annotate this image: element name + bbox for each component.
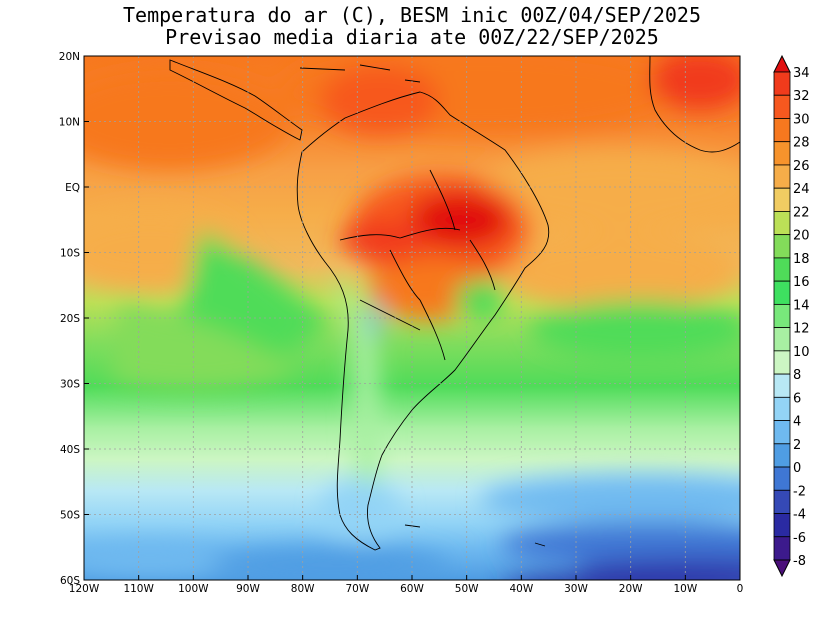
colorbar-box [773,164,791,189]
colorbar-label: 12 [793,322,810,337]
x-tick-label: 70W [345,583,369,595]
colorbar-label: 2 [793,438,801,453]
colorbar-label: 0 [793,461,801,476]
x-tick-label: 40W [509,583,533,595]
graticule [84,56,740,580]
colorbar-bottom-arrow [773,559,791,578]
x-tick-label: 30W [564,583,588,595]
colorbar-box [773,466,791,491]
colorbar-label: 18 [793,252,810,267]
colorbar-box [773,396,791,421]
colorbar-label: 10 [793,345,810,360]
colorbar-box [773,443,791,468]
colorbar-label: 6 [793,391,801,406]
colorbar-box [773,513,791,538]
y-tick-label: 20N [59,51,80,63]
south-america-outline [296,91,550,551]
colorbar-box [773,118,791,143]
colorbar-box [773,489,791,514]
x-axis: 120W 110W 100W 90W 80W 70W 60W 50W 40W 30W 20W 10W 0 [69,575,744,595]
colorbar-top-arrow [773,54,791,73]
colorbar-label: 34 [793,66,810,81]
colorbar-box [773,327,791,352]
colorbar-box [773,234,791,259]
colorbar-label: 16 [793,275,810,290]
y-tick-label: 30S [60,379,80,391]
y-tick-label: 10S [60,248,80,260]
colorbar-label: -4 [793,508,806,523]
colorbar-box [773,71,791,96]
colorbar-label: -6 [793,531,806,546]
colorbar-box [773,280,791,305]
map-title-line1: Temperatura do ar (C), BESM inic 00Z/04/… [123,3,701,27]
colorbar-label: 26 [793,159,810,174]
colorbar-label: 4 [793,415,801,430]
y-tick-label: 20S [60,313,80,325]
colorbar-box [773,257,791,282]
colorbar-label: 30 [793,112,810,127]
central-america-outline [169,59,303,141]
colorbar-box [773,187,791,212]
falklands [404,524,546,547]
colorbar-box [773,211,791,236]
x-tick-label: 120W [69,583,100,595]
africa-outline [649,56,740,153]
colorbar-box [773,536,791,561]
x-tick-label: 90W [236,583,260,595]
colorbar-label: -2 [793,484,806,499]
colorbar-label: 28 [793,136,810,151]
x-tick-label: 110W [123,583,154,595]
x-tick-label: 60W [400,583,424,595]
colorbar-box [773,350,791,375]
map-title-line2: Previsao media diaria ate 00Z/22/SEP/202… [165,25,659,49]
colorbar-label: 8 [793,368,801,383]
y-axis: 20N 10N EQ 10S 20S 30S 40S 50S 60S [59,51,89,587]
colorbar-label: 20 [793,229,810,244]
caribbean-islands [299,64,421,83]
x-tick-label: 0 [737,583,744,595]
y-tick-label: EQ [65,182,80,194]
colorbar-box [773,373,791,398]
y-tick-label: 60S [60,575,80,587]
x-tick-label: 50W [455,583,479,595]
colorbar-box [773,420,791,445]
coastlines [169,56,740,551]
x-tick-label: 80W [291,583,315,595]
y-tick-label: 40S [60,444,80,456]
map-area [84,56,740,580]
x-tick-label: 10W [673,583,697,595]
colorbar-label: 22 [793,205,810,220]
colorbar-box [773,94,791,119]
x-tick-label: 100W [178,583,209,595]
temperature-field-patches [84,56,740,580]
y-tick-label: 50S [60,510,80,522]
y-tick-label: 10N [59,117,80,129]
colorbar-label: 32 [793,89,810,104]
colorbar-label: -8 [793,554,806,569]
colorbar-box [773,141,791,166]
x-tick-label: 20W [619,583,643,595]
brazil-borders [339,169,496,361]
colorbar-box [773,303,791,329]
colorbar-label: 14 [793,298,810,313]
colorbar-label: 24 [793,182,810,197]
